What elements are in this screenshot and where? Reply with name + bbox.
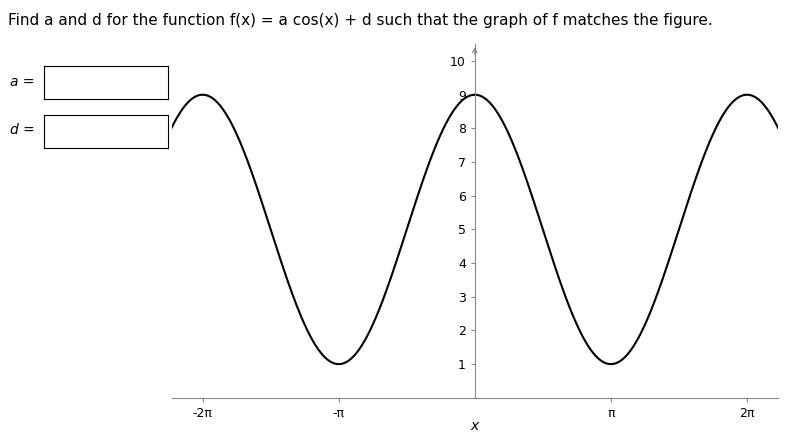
Text: a =: a =: [10, 75, 35, 89]
Text: x: x: [471, 419, 479, 433]
Text: d =: d =: [10, 123, 35, 137]
Text: Find a and d for the function f(x) = a cos(x) + d such that the graph of f match: Find a and d for the function f(x) = a c…: [8, 13, 713, 28]
